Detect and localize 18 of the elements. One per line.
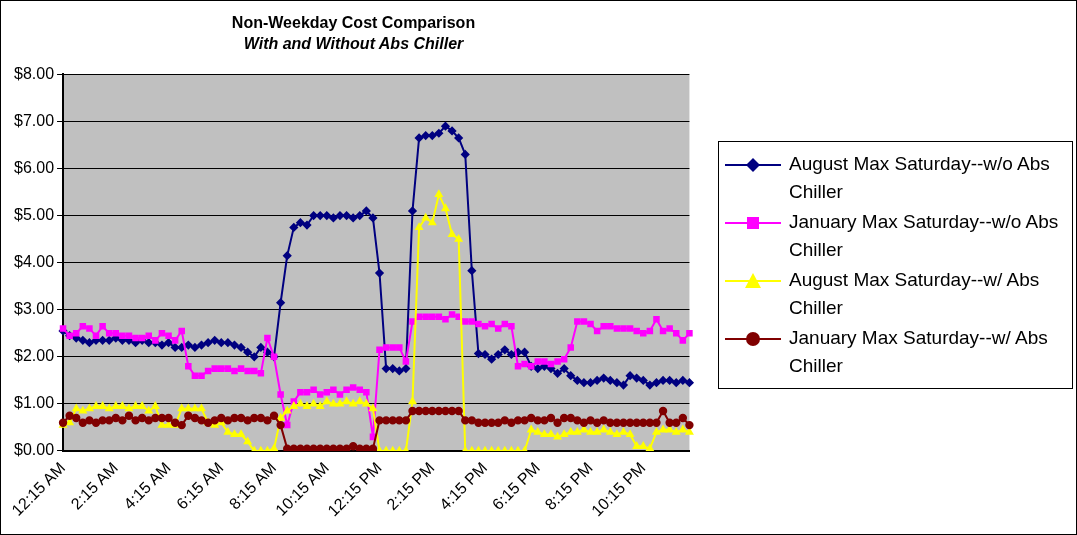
y-tick-label: $7.00 <box>13 111 55 129</box>
x-tick-label: 6:15 PM <box>488 459 544 514</box>
y-tick-label: $0.00 <box>13 441 55 459</box>
y-tick-label: $6.00 <box>13 158 55 176</box>
y-tick-label: $8.00 <box>13 64 55 82</box>
y-tick-label: $3.00 <box>13 300 55 318</box>
legend-label: January Max Saturday--w/o Abs Chiller <box>789 210 1060 262</box>
x-tick-label: 6:15 AM <box>172 459 227 513</box>
y-tick-label: $2.00 <box>13 347 55 365</box>
legend-label: January Max Saturday--w/ Abs Chiller <box>789 326 1049 378</box>
legend-label: August Max Saturday--w/o Abs Chiller <box>789 152 1051 204</box>
y-tick-label: $4.00 <box>13 253 55 271</box>
y-tick-label: $1.00 <box>13 394 55 412</box>
chart-title: Non-Weekday Cost Comparison <box>231 14 476 32</box>
x-tick-label: 4:15 PM <box>436 459 491 514</box>
y-tick-label: $5.00 <box>13 206 55 224</box>
chart-subtitle: With and Without Abs Chiller <box>243 35 465 53</box>
legend-label: August Max Saturday--w/ Abs Chiller <box>789 268 1041 320</box>
